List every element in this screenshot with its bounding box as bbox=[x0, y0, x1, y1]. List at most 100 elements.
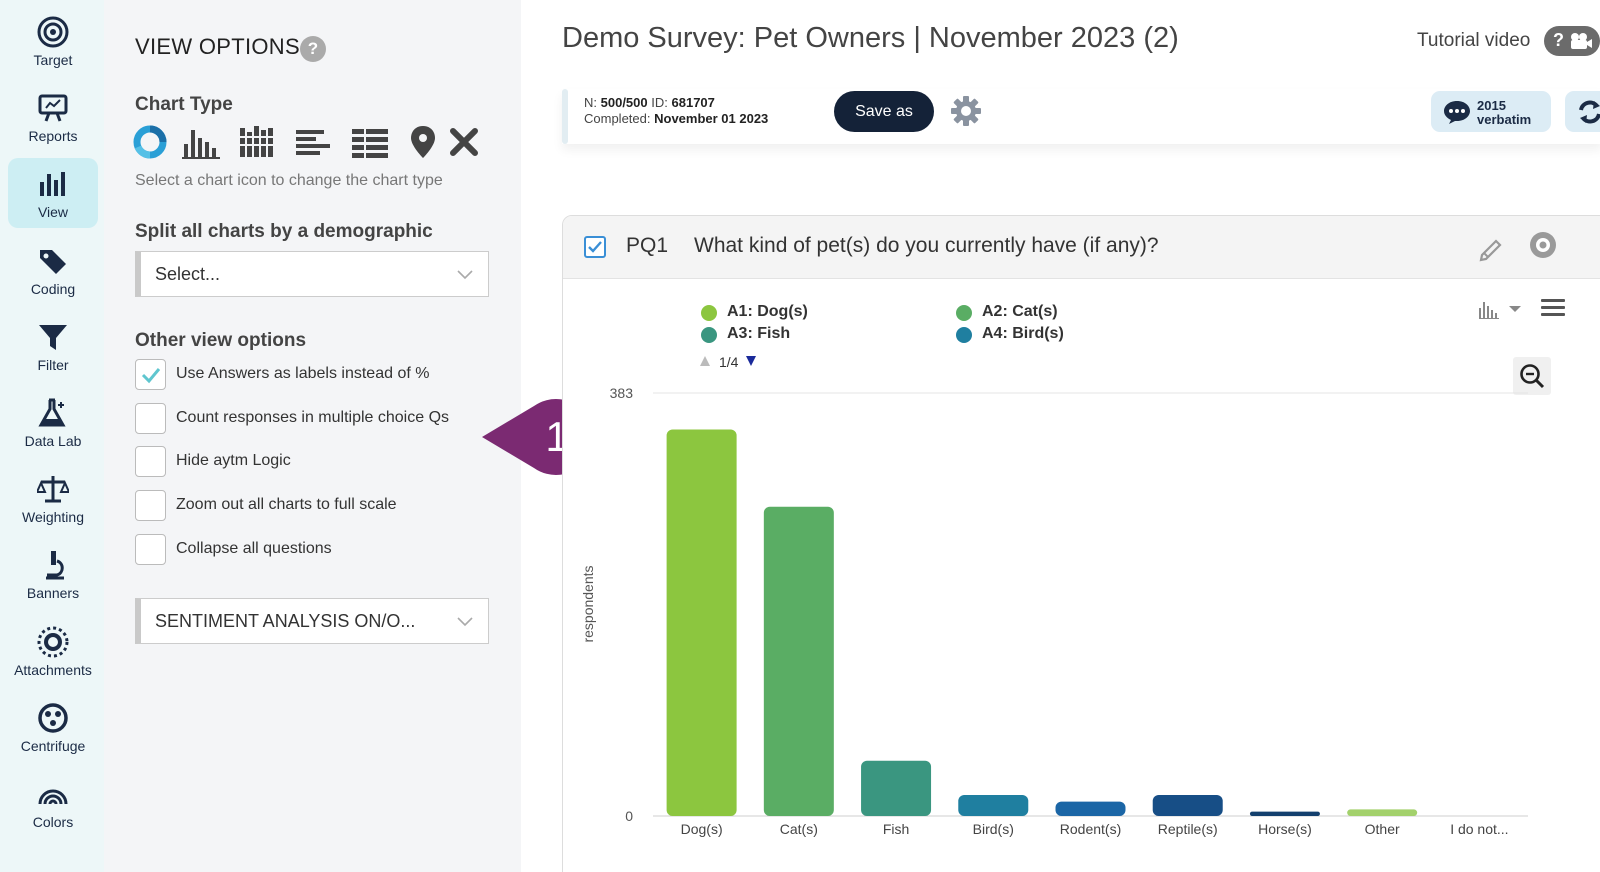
legend-item[interactable]: A1: Dog(s) bbox=[701, 303, 808, 321]
view-option-label: Hide aytm Logic bbox=[176, 452, 291, 470]
legend-prev-icon[interactable] bbox=[699, 355, 711, 367]
legend-item[interactable]: A3: Fish bbox=[701, 325, 790, 343]
legend-next-icon[interactable] bbox=[745, 355, 757, 367]
view-option-checkbox[interactable] bbox=[135, 490, 166, 522]
survey-info-bar: N: 500/500 ID: 681707 Completed: Novembe… bbox=[562, 89, 1600, 144]
bar-chart-icon bbox=[40, 172, 65, 197]
legend-swatch bbox=[701, 305, 717, 321]
chart-bar[interactable] bbox=[1347, 809, 1418, 816]
save-as-button[interactable]: Save as bbox=[834, 91, 934, 132]
view-option-label: Zoom out all charts to full scale bbox=[176, 496, 397, 514]
view-option-checkbox[interactable] bbox=[135, 359, 166, 390]
y-axis-label: respondents bbox=[580, 565, 596, 642]
sentiment-analysis-select[interactable]: SENTIMENT ANALYSIS ON/O... bbox=[135, 598, 489, 644]
demographic-select[interactable]: Select... bbox=[135, 251, 489, 297]
bar-chart-icon bbox=[1479, 302, 1499, 319]
menu-icon[interactable] bbox=[1540, 298, 1566, 318]
legend-pager: 1/4 bbox=[699, 353, 779, 373]
chart-bar[interactable] bbox=[1055, 801, 1126, 816]
question-mark-icon: ? bbox=[1553, 30, 1564, 50]
refresh-button[interactable] bbox=[1565, 91, 1600, 132]
chart-bar[interactable] bbox=[1249, 811, 1320, 816]
nav-item-reports[interactable]: Reports bbox=[8, 82, 98, 152]
speech-bubble-icon bbox=[1444, 101, 1470, 124]
nav-label: Data Lab bbox=[24, 433, 82, 449]
bar-chart-horizontal-icon[interactable] bbox=[294, 122, 334, 162]
column-chart-icon[interactable] bbox=[182, 122, 222, 162]
view-option-checkbox[interactable] bbox=[135, 446, 166, 478]
donut-chart-icon[interactable] bbox=[130, 122, 170, 162]
close-icon[interactable] bbox=[444, 122, 484, 162]
chart-bar[interactable] bbox=[1152, 795, 1223, 816]
view-option-checkbox[interactable] bbox=[135, 533, 166, 565]
stacked-column-chart-icon[interactable] bbox=[238, 122, 278, 162]
presentation-icon bbox=[38, 94, 68, 122]
rainbow-icon bbox=[38, 789, 68, 805]
question-text: What kind of pet(s) do you currently hav… bbox=[694, 234, 1159, 257]
x-tick-label: Bird(s) bbox=[973, 821, 1014, 837]
nav-item-colors[interactable]: Colors bbox=[8, 768, 98, 838]
check-icon bbox=[588, 241, 602, 253]
burst-icon bbox=[37, 626, 69, 658]
verbatim-button[interactable]: 2015 verbatim bbox=[1431, 91, 1551, 132]
stacked-bar-chart-icon[interactable] bbox=[350, 122, 390, 162]
nav-label: View bbox=[37, 204, 69, 221]
view-options-panel: VIEW OPTIONS ? Chart Type Select a chart… bbox=[104, 0, 521, 872]
nav-label: Banners bbox=[26, 585, 80, 602]
centrifuge-icon bbox=[38, 703, 68, 733]
pencil-icon[interactable] bbox=[1477, 234, 1505, 262]
y-tick-label: 0 bbox=[625, 808, 633, 824]
view-option-checkbox[interactable] bbox=[135, 402, 166, 434]
chart-bar[interactable] bbox=[763, 506, 834, 816]
x-tick-label: Horse(s) bbox=[1258, 821, 1312, 837]
scale-icon bbox=[37, 476, 69, 503]
gear-icon[interactable] bbox=[950, 95, 982, 127]
x-tick-label: Cat(s) bbox=[780, 821, 818, 837]
check-icon bbox=[141, 368, 161, 384]
legend-swatch bbox=[956, 305, 972, 321]
verbatim-count: 2015 bbox=[1477, 98, 1506, 113]
help-icon[interactable]: ? bbox=[300, 36, 326, 62]
nav-item-banners[interactable]: Banners bbox=[8, 539, 98, 609]
nav-label: Coding bbox=[30, 280, 76, 297]
chart-bar[interactable] bbox=[861, 760, 932, 816]
refresh-icon bbox=[1579, 100, 1600, 124]
chart-bar[interactable] bbox=[666, 429, 737, 816]
nav-label: Target bbox=[33, 52, 73, 68]
question-id: PQ1 bbox=[626, 234, 669, 257]
nav-item-view[interactable]: View bbox=[8, 158, 98, 229]
demographic-select-value: Select... bbox=[155, 264, 221, 284]
legend-item[interactable]: A2: Cat(s) bbox=[956, 303, 1058, 321]
nav-item-data-lab[interactable]: Data Lab bbox=[8, 387, 98, 457]
nav-label: Weighting bbox=[21, 509, 84, 526]
tag-icon bbox=[40, 249, 66, 274]
caret-down-icon bbox=[1509, 306, 1521, 312]
nav-item-target[interactable]: Target bbox=[8, 6, 98, 76]
settings-circle-icon[interactable] bbox=[1528, 230, 1558, 260]
map-pin-icon[interactable] bbox=[403, 122, 443, 162]
split-demographic-label: Split all charts by a demographic bbox=[135, 221, 433, 242]
nav-item-filter[interactable]: Filter bbox=[8, 311, 98, 381]
survey-title: Demo Survey: Pet Owners | November 2023 … bbox=[562, 22, 1179, 54]
x-tick-label: Reptile(s) bbox=[1158, 821, 1218, 837]
question-card-header: PQ1 What kind of pet(s) do you currently… bbox=[563, 216, 1600, 279]
nav-label: Reports bbox=[28, 128, 78, 145]
zoom-out-button[interactable] bbox=[1513, 357, 1551, 395]
sentiment-analysis-value: SENTIMENT ANALYSIS ON/O... bbox=[155, 611, 416, 631]
tutorial-video-button[interactable]: ? bbox=[1544, 26, 1600, 56]
view-option-label: Count responses in multiple choice Qs bbox=[176, 408, 450, 426]
chart-type-dropdown[interactable] bbox=[1479, 298, 1527, 320]
tutorial-link[interactable]: Tutorial video bbox=[1417, 30, 1531, 51]
chevron-down-icon bbox=[457, 270, 473, 280]
question-checkbox[interactable] bbox=[584, 236, 606, 258]
chart-type-label: Chart Type bbox=[135, 94, 233, 115]
nav-item-coding[interactable]: Coding bbox=[8, 235, 98, 305]
nav-label: Filter bbox=[37, 356, 69, 373]
chart-bar[interactable] bbox=[958, 795, 1029, 816]
nav-label: Attachments bbox=[14, 661, 92, 678]
legend-item[interactable]: A4: Bird(s) bbox=[956, 325, 1064, 343]
nav-item-weighting[interactable]: Weighting bbox=[8, 463, 98, 533]
nav-item-centrifuge[interactable]: Centrifuge bbox=[8, 692, 98, 762]
nav-item-attachments[interactable]: Attachments bbox=[8, 616, 98, 686]
video-camera-icon bbox=[1571, 33, 1592, 49]
